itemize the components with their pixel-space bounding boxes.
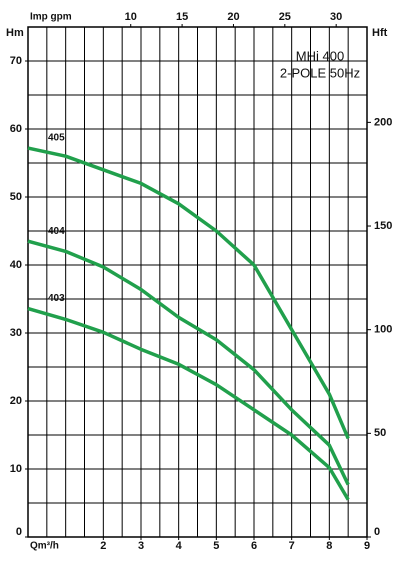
x2-tick-label: 25	[279, 11, 291, 23]
x2-tick-label: 10	[125, 11, 137, 23]
y2-tick-label: 100	[374, 324, 392, 336]
x-tick-label: 6	[251, 540, 257, 552]
curve-label: 405	[48, 133, 65, 144]
y-tick-label: 10	[10, 463, 22, 475]
y2-tick-label: 150	[374, 220, 392, 232]
x-tick-label: 2	[100, 540, 106, 552]
x-tick-label: 8	[326, 540, 332, 552]
y2-axis-label: Hft	[372, 27, 388, 39]
y-tick-label: 30	[10, 327, 22, 339]
y-tick-label: 40	[10, 259, 22, 271]
x2-tick-label: 20	[227, 11, 239, 23]
x-tick-label: 5	[213, 540, 219, 552]
x2-tick-label: 30	[330, 11, 342, 23]
y2-tick-label: 50	[374, 427, 386, 439]
x-tick-label: 9	[364, 540, 370, 552]
y-axis-label: Hm	[6, 27, 24, 39]
chart-title: MHi 400	[296, 48, 344, 63]
y-tick-label: 60	[10, 123, 22, 135]
curve	[27, 239, 350, 486]
y-tick-label: 0	[16, 526, 22, 538]
x2-tick-label: 15	[176, 11, 188, 23]
curve	[27, 306, 350, 501]
y2-tick-label: 200	[374, 116, 392, 128]
curve	[27, 146, 350, 440]
x-tick-label: 4	[176, 540, 183, 552]
y2-tick-label: 0	[374, 526, 380, 538]
x-tick-label: 3	[138, 540, 144, 552]
curve-label: 404	[48, 226, 65, 237]
x-axis-label: Qm³/h	[30, 541, 59, 552]
x-tick-label: 7	[289, 540, 295, 552]
y-tick-label: 20	[10, 395, 22, 407]
y-tick-label: 50	[10, 191, 22, 203]
chart-subtitle: 2-POLE 50Hz	[280, 65, 360, 80]
x2-axis-label: Imp gpm	[30, 12, 72, 23]
y-tick-label: 70	[10, 55, 22, 67]
curve-label: 403	[48, 293, 65, 304]
